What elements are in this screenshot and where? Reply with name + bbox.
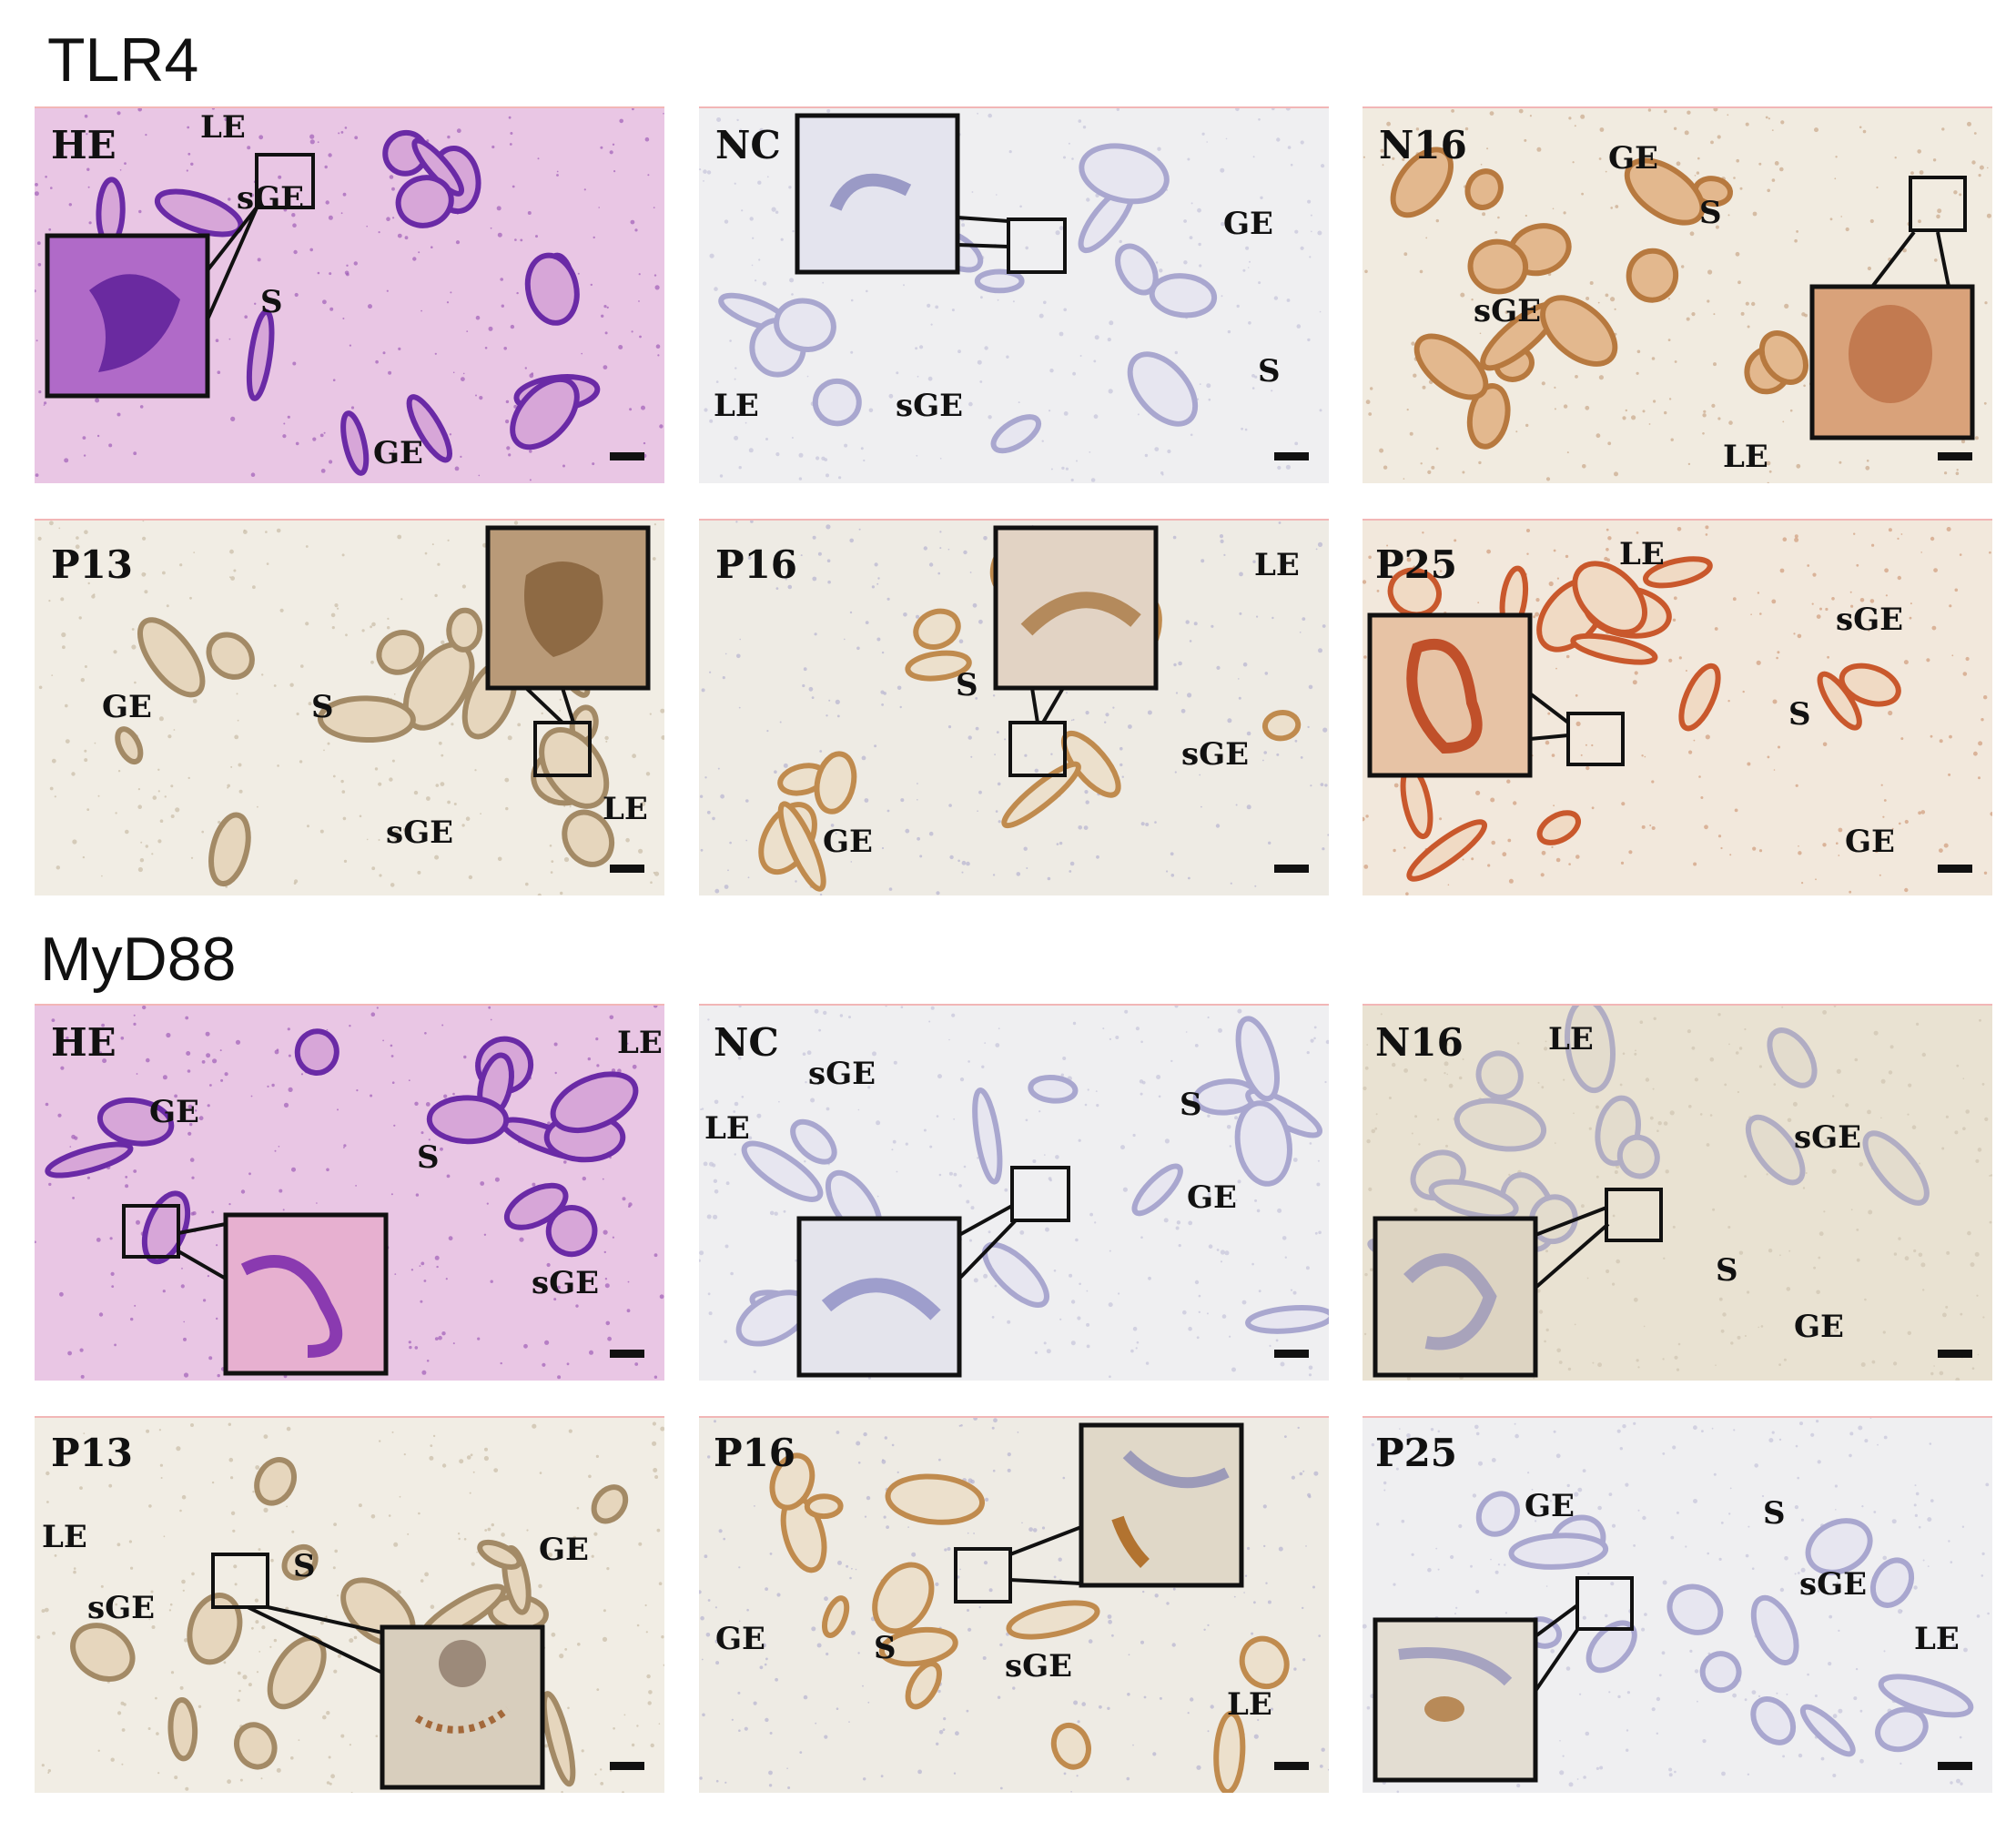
region-label-sge: sGE: [1474, 293, 1542, 329]
region-label-sge: sGE: [1005, 1648, 1073, 1684]
micrograph-panel-myd88-p25: P25 GE S sGE LE: [1363, 1416, 1992, 1793]
panel-label: P16: [715, 542, 798, 587]
zoom-callout: [1367, 612, 1625, 778]
region-label-le: LE: [714, 388, 759, 424]
micrograph-panel-tlr4-p13: P13 GE S LE sGE: [35, 519, 664, 895]
panel-label: HE: [51, 1020, 117, 1065]
zoom-callout: [485, 525, 651, 777]
micrograph-panel-myd88-nc: NC sGE LE S GE: [699, 1004, 1329, 1381]
scale-bar: [1274, 1350, 1309, 1358]
region-label-ge: GE: [1794, 1309, 1844, 1345]
panel-label: P25: [1375, 1431, 1458, 1475]
region-label-s: S: [311, 689, 334, 725]
micrograph-panel-myd88-n16: N16 LE sGE S GE: [1363, 1004, 1992, 1381]
region-label-sge: sGE: [808, 1056, 876, 1092]
scale-bar: [1938, 1762, 1972, 1770]
region-label-le: LE: [1914, 1621, 1960, 1657]
region-label-le: LE: [1723, 439, 1768, 475]
region-label-ge: GE: [715, 1621, 765, 1657]
region-label-sge: sGE: [87, 1590, 156, 1626]
region-label-le: LE: [1254, 547, 1300, 583]
region-label-ge: GE: [373, 435, 423, 471]
scale-bar: [1938, 1350, 1972, 1358]
micrograph-panel-tlr4-p25: P25 LE sGE S GE: [1363, 519, 1992, 895]
region-label-sge: sGE: [1799, 1566, 1868, 1603]
zoom-callout: [45, 153, 315, 399]
region-label-sge: sGE: [896, 388, 964, 424]
region-label-s: S: [417, 1139, 440, 1176]
region-label-sge: sGE: [1794, 1119, 1862, 1156]
zoom-callout: [211, 1553, 545, 1790]
region-label-s: S: [1788, 696, 1811, 733]
region-label-ge: GE: [1223, 206, 1273, 242]
region-label-le: LE: [704, 1110, 750, 1147]
region-label-le: LE: [1227, 1686, 1272, 1723]
tissue-image: [35, 1418, 664, 1793]
panel-label: NC: [714, 1020, 779, 1065]
region-label-sge: sGE: [1181, 736, 1250, 773]
zoom-callout: [1373, 1188, 1663, 1378]
region-label-le: LE: [42, 1519, 87, 1555]
zoom-callout: [954, 1422, 1244, 1603]
panel-label: HE: [51, 123, 117, 167]
panel-label: P16: [714, 1431, 796, 1475]
region-label-s: S: [1258, 353, 1281, 389]
region-label-le: LE: [1619, 536, 1665, 572]
region-label-s: S: [1699, 195, 1722, 231]
region-label-ge: GE: [823, 824, 873, 860]
zoom-callout: [1373, 1576, 1634, 1783]
region-label-ge: GE: [149, 1094, 199, 1130]
region-label-ge: GE: [1608, 140, 1658, 177]
region-label-le: LE: [617, 1025, 663, 1061]
scale-bar: [1274, 865, 1309, 873]
panel-label: P13: [51, 542, 134, 587]
region-label-s: S: [956, 667, 978, 703]
region-label-ge: GE: [1525, 1488, 1575, 1524]
region-label-s: S: [293, 1548, 316, 1584]
zoom-callout: [122, 1204, 389, 1376]
scale-bar: [1274, 452, 1309, 460]
panel-label: N16: [1379, 123, 1467, 167]
micrograph-panel-tlr4-nc: NC GE S LE sGE: [699, 106, 1329, 483]
region-label-le: LE: [603, 791, 648, 827]
region-label-s: S: [1763, 1495, 1786, 1532]
region-label-s: S: [1180, 1087, 1202, 1123]
scale-bar: [1938, 865, 1972, 873]
section-title-tlr4: TLR4: [47, 25, 199, 95]
zoom-callout: [796, 1166, 1070, 1378]
section-title-myd88: MyD88: [40, 925, 237, 994]
zoom-callout: [993, 525, 1159, 777]
scale-bar: [610, 1350, 644, 1358]
region-label-ge: GE: [539, 1532, 589, 1568]
micrograph-panel-tlr4-n16: N16 GE S sGE LE: [1363, 106, 1992, 483]
scale-bar: [1938, 452, 1972, 460]
region-label-s: S: [874, 1630, 897, 1666]
region-label-le: LE: [1548, 1021, 1594, 1057]
zoom-callout: [795, 113, 1067, 275]
region-label-ge: GE: [1845, 824, 1895, 860]
region-label-sge: sGE: [1836, 602, 1904, 638]
scale-bar: [610, 1762, 644, 1770]
panel-label: NC: [715, 123, 781, 167]
region-label-s: S: [260, 284, 283, 320]
region-label-s: S: [1716, 1252, 1738, 1289]
region-label-sge: sGE: [386, 814, 454, 851]
panel-label: P25: [1375, 542, 1458, 587]
micrograph-panel-tlr4-he: HE LE sGE S GE: [35, 106, 664, 483]
micrograph-panel-tlr4-p16: P16 LE S sGE GE: [699, 519, 1329, 895]
scale-bar: [1274, 1762, 1309, 1770]
micrograph-panel-myd88-p13: P13 LE S GE sGE: [35, 1416, 664, 1793]
region-label-ge: GE: [1187, 1179, 1237, 1216]
panel-label: N16: [1375, 1020, 1464, 1065]
panel-label: P13: [51, 1431, 134, 1475]
scale-bar: [610, 865, 644, 873]
scale-bar: [610, 452, 644, 460]
micrograph-panel-myd88-he: HE LE GE S sGE: [35, 1004, 664, 1381]
region-label-sge: sGE: [532, 1265, 600, 1301]
zoom-callout: [1809, 176, 1975, 440]
micrograph-panel-myd88-p16: P16 GE S sGE LE: [699, 1416, 1329, 1793]
region-label-le: LE: [200, 109, 246, 146]
region-label-ge: GE: [102, 689, 152, 725]
